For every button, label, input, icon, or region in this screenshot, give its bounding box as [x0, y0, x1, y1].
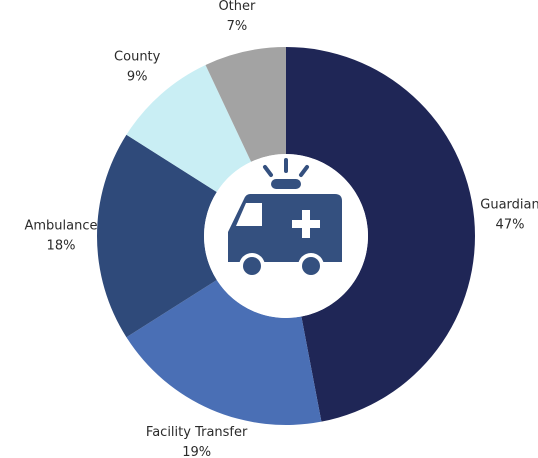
window	[236, 203, 262, 226]
slice-label: Other	[218, 0, 256, 14]
cross	[292, 220, 320, 228]
slice-label: Ambulance	[24, 219, 97, 234]
slice-value: 7%	[227, 19, 248, 34]
slice	[205, 47, 286, 162]
siren-ray	[263, 165, 273, 177]
slice-value: 47%	[496, 217, 525, 232]
wheel	[302, 257, 320, 275]
slice	[96, 134, 217, 338]
slice	[286, 47, 475, 422]
slice	[126, 64, 252, 193]
slices	[96, 47, 475, 425]
slice-label: Facility Transfer	[146, 425, 248, 440]
ambulance-body	[228, 194, 342, 262]
slice-value: 18%	[47, 239, 76, 254]
siren-ray	[299, 165, 309, 177]
siren	[271, 179, 301, 189]
ambulance-icon	[228, 158, 342, 279]
slice-label: Guardian	[480, 197, 538, 212]
slice	[126, 279, 322, 425]
wheel	[243, 257, 261, 275]
slice-value: 9%	[127, 70, 148, 85]
slice-label: County	[114, 50, 161, 65]
labels: Guardian 47% Facility Transfer 19% Ambulance…	[24, 0, 538, 458]
slice-value: 19%	[182, 445, 211, 458]
